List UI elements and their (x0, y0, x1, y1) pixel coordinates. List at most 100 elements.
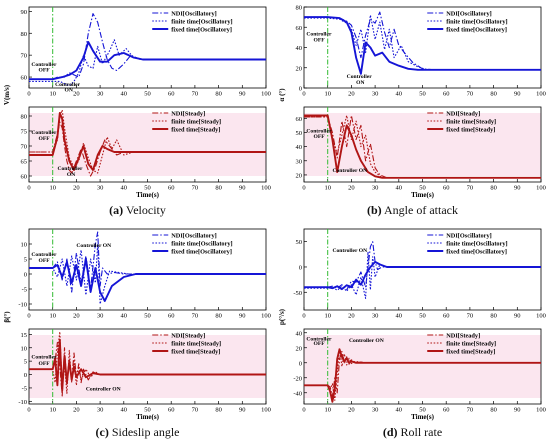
x-tick-label: 70 (192, 185, 199, 192)
x-tick-label: 30 (372, 185, 379, 192)
x-tick-label: 100 (536, 407, 546, 414)
series-line-2 (304, 347, 541, 401)
caption-text: Sideslip angle (111, 425, 180, 439)
annotation-label: Controller (31, 62, 57, 68)
legend-entry: NDI[Oscillatory] (171, 232, 216, 239)
series-line-2 (29, 39, 266, 87)
annotation-label: OFF (38, 361, 50, 367)
legend-entry: NDI[Steady] (171, 332, 205, 339)
caption-text: Velocity (125, 203, 166, 217)
y-tick-label: 0 (24, 372, 27, 379)
x-tick-label: 40 (396, 91, 403, 98)
annotation-label: Controller (347, 74, 373, 80)
y-axis-label: β(°) (3, 311, 11, 323)
y-tick-label: 90 (21, 9, 28, 16)
y-tick-label: 0 (299, 360, 302, 367)
series-line-3 (29, 112, 266, 171)
x-tick-label: 90 (514, 91, 521, 98)
series-line-3 (29, 41, 266, 81)
y-tick-label: 40 (296, 330, 303, 337)
x-tick-label: 80 (490, 91, 497, 98)
legend-entry: fixed time[Oscillatory] (446, 26, 507, 33)
x-tick-label: 70 (192, 91, 199, 98)
legend-entry: NDI[Oscillatory] (171, 10, 216, 17)
series-line-3 (29, 338, 266, 392)
x-tick-label: 70 (467, 91, 474, 98)
legend-entry: finite time[Steady] (171, 340, 221, 347)
annotation-label: Controller (31, 252, 57, 258)
legend-entry: fixed time[Oscillatory] (171, 248, 232, 255)
legend-entry: NDI[Oscillatory] (446, 10, 491, 17)
x-tick-label: 90 (239, 313, 246, 320)
shaded-band (304, 335, 541, 398)
series-line-1 (29, 341, 266, 397)
y-tick-label: -5 (22, 287, 27, 294)
shaded-band (29, 113, 266, 176)
y-tick-label: 60 (21, 75, 28, 82)
series-line-2 (29, 331, 266, 394)
annotation-label: Controller (306, 128, 332, 134)
x-tick-label: 20 (348, 91, 355, 98)
x-tick-label: 10 (49, 313, 56, 320)
x-tick-label: 60 (443, 313, 450, 320)
x-tick-label: 50 (419, 185, 426, 192)
y-tick-label: 50 (296, 239, 303, 246)
annotation-label: Controller ON (332, 248, 367, 254)
x-tick-label: 30 (97, 313, 104, 320)
x-tick-label: 100 (536, 185, 546, 192)
legend-entry: NDI[Steady] (446, 110, 480, 117)
y-tick-label: 5 (24, 257, 27, 264)
legend-entry: NDI[Steady] (446, 332, 480, 339)
x-tick-label: 60 (168, 91, 175, 98)
x-tick-label: 80 (215, 91, 222, 98)
y-tick-label: 70 (21, 144, 28, 151)
x-tick-label: 10 (49, 91, 56, 98)
x-tick-label: 20 (348, 313, 355, 320)
y-tick-label: 70 (21, 53, 28, 60)
x-axis-label: Time(s) (136, 191, 159, 199)
y-tick-label: -10 (18, 302, 27, 309)
y-tick-label: 10 (21, 345, 28, 352)
y-tick-label: -20 (293, 375, 302, 382)
caption-angle-of-attack: (b) Angle of attack (275, 203, 550, 218)
caption-velocity: (a) Velocity (0, 203, 275, 218)
y-tick-label: 30 (296, 158, 303, 165)
caption-letter: (c) (95, 425, 109, 439)
y-tick-label: 20 (296, 345, 303, 352)
panel-roll-rate: -50 0 50 0 10 20 30 40 50 60 70 80 90 100 NDI[Oscillat… (275, 222, 550, 443)
x-tick-label: 60 (168, 313, 175, 320)
annotation-label: Controller ON (349, 338, 384, 344)
legend-entry: finite time[Steady] (446, 340, 496, 347)
legend-entry: finite time[Oscillatory] (171, 18, 232, 25)
annotation-label: OFF (38, 258, 50, 264)
series-line-1 (304, 11, 541, 71)
x-tick-label: 10 (324, 91, 331, 98)
x-tick-label: 0 (302, 185, 305, 192)
x-tick-label: 30 (372, 91, 379, 98)
x-tick-label: 50 (419, 91, 426, 98)
x-tick-label: 0 (302, 407, 305, 414)
x-tick-label: 90 (239, 91, 246, 98)
x-tick-label: 90 (239, 407, 246, 414)
legend-entry: finite time[Oscillatory] (446, 240, 507, 247)
x-tick-label: 0 (302, 91, 305, 98)
x-tick-label: 60 (443, 407, 450, 414)
panel-sideslip-angle: -10 -5 0 5 10 0 10 20 30 40 50 60 70 80 90 100 NDI[Oscil… (0, 222, 275, 443)
x-tick-label: 0 (27, 91, 30, 98)
annotation-label: OFF (38, 68, 50, 74)
annotation-label: Controller (306, 336, 332, 342)
x-tick-label: 40 (121, 91, 128, 98)
annotation-label: ON (65, 87, 73, 93)
caption-letter: (d) (382, 425, 398, 439)
annotation-label: Controller (31, 130, 57, 136)
y-tick-label: 80 (21, 31, 28, 38)
x-tick-label: 90 (514, 313, 521, 320)
x-tick-label: 100 (261, 407, 271, 414)
x-tick-label: 60 (443, 185, 450, 192)
series-line-2 (304, 251, 541, 299)
x-tick-label: 10 (49, 185, 56, 192)
x-tick-label: 40 (121, 407, 128, 414)
